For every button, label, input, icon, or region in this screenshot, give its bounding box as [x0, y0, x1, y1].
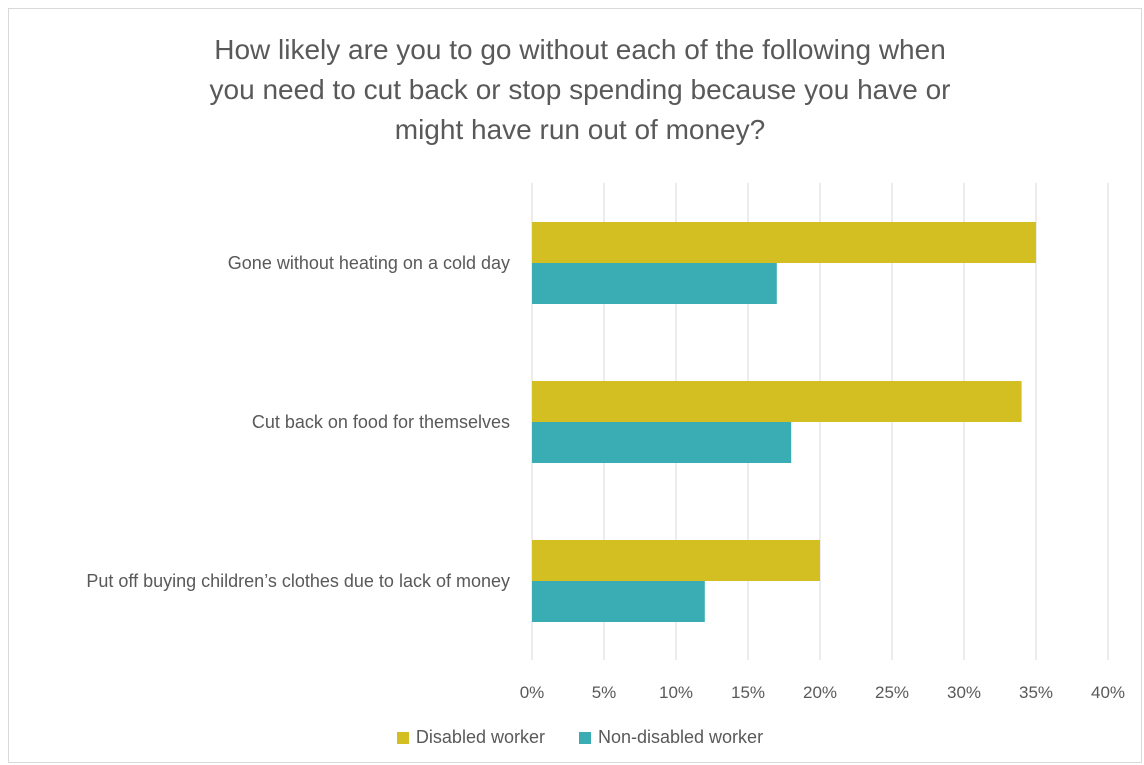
x-tick-label-35: 35% [1019, 683, 1053, 702]
bar-disabled-worker-2 [532, 540, 820, 581]
legend-swatch-disabled-worker [396, 731, 409, 744]
x-tick-label-25: 25% [875, 683, 909, 702]
chart-legend: Disabled worker Non-disabled worker [0, 727, 1144, 748]
chart-title-line-1: How likely are you to go without each of… [214, 34, 946, 65]
chart-title: How likely are you to go without each of… [0, 30, 1144, 150]
x-tick-label-5: 5% [592, 683, 617, 702]
category-label-0: Gone without heating on a cold day [228, 253, 510, 273]
legend-swatch-non-disabled-worker [578, 731, 591, 744]
legend-label-disabled-worker: Disabled worker [415, 727, 545, 747]
legend-item-non-disabled-worker: Non-disabled worker [578, 727, 764, 748]
bar-disabled-worker-1 [532, 381, 1022, 422]
legend-item-disabled-worker: Disabled worker [396, 727, 545, 748]
x-tick-label-10: 10% [659, 683, 693, 702]
category-label-2: Put off buying children’s clothes due to… [86, 571, 510, 591]
bar-non-disabled-worker-2 [532, 581, 705, 622]
chart-title-line-3: might have run out of money? [394, 114, 766, 145]
bar-non-disabled-worker-0 [532, 263, 777, 304]
legend-label-non-disabled-worker: Non-disabled worker [597, 727, 764, 747]
x-tick-label-0: 0% [520, 683, 545, 702]
category-label-1: Cut back on food for themselves [252, 412, 510, 432]
bar-disabled-worker-0 [532, 222, 1036, 263]
x-tick-label-20: 20% [803, 683, 837, 702]
chart-title-line-2: you need to cut back or stop spending be… [209, 74, 951, 105]
bar-non-disabled-worker-1 [532, 422, 792, 463]
x-tick-label-15: 15% [731, 683, 765, 702]
x-tick-label-40: 40% [1091, 683, 1125, 702]
x-tick-label-30: 30% [947, 683, 981, 702]
